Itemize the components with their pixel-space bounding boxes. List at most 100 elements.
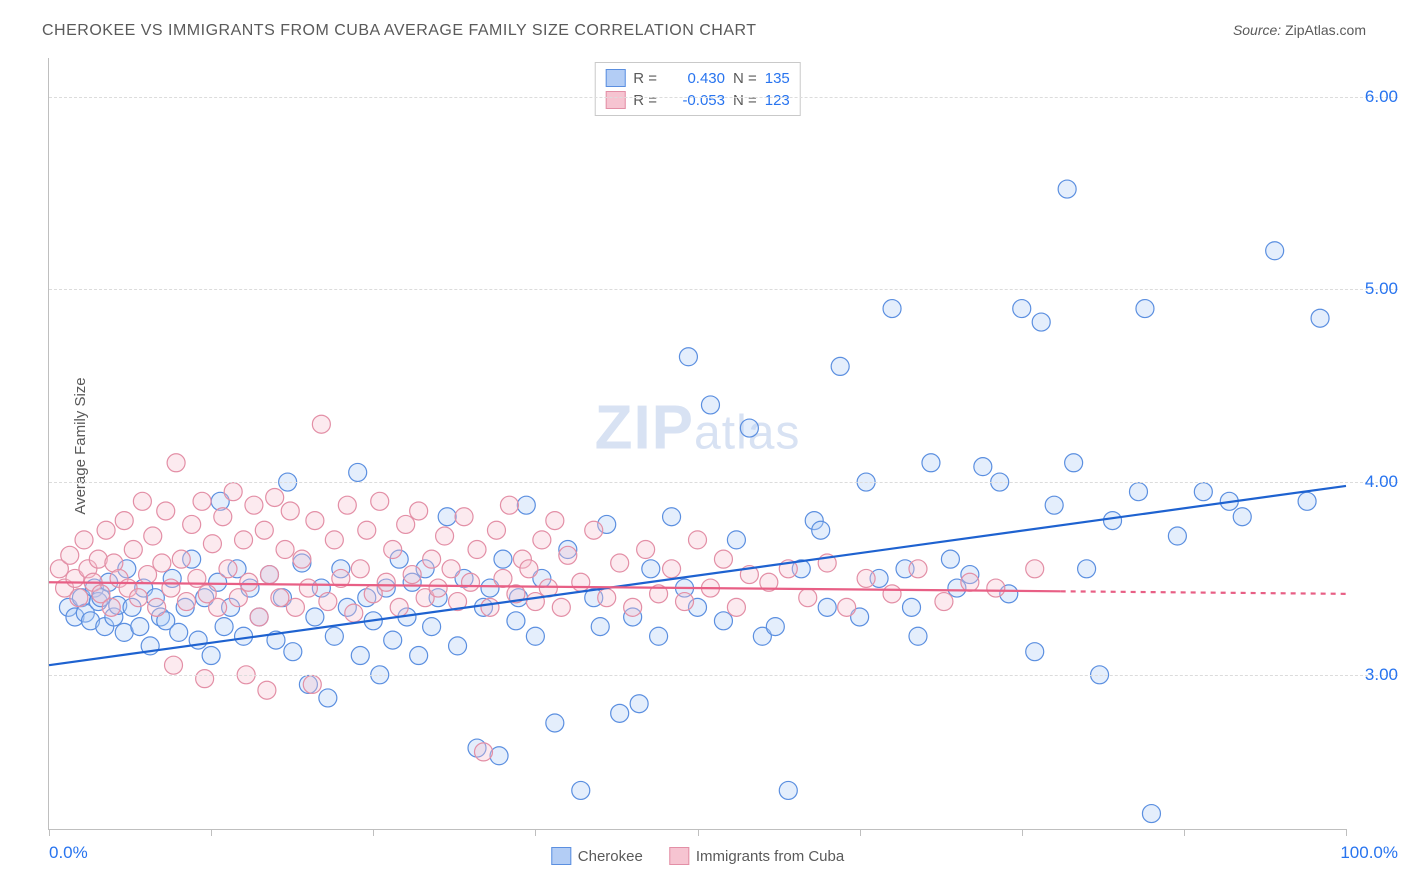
data-point — [299, 579, 317, 597]
data-point — [281, 502, 299, 520]
r-val-0: 0.430 — [665, 70, 725, 87]
source-name: ZipAtlas.com — [1285, 22, 1366, 38]
data-point — [679, 348, 697, 366]
data-point — [167, 454, 185, 472]
gridline-h — [49, 482, 1398, 483]
data-point — [559, 546, 577, 564]
swatch-b0 — [551, 847, 571, 865]
data-point — [676, 593, 694, 611]
n-val-1: 123 — [765, 92, 790, 109]
data-point — [133, 492, 151, 510]
data-point — [701, 396, 719, 414]
data-point — [1045, 496, 1063, 514]
data-point — [240, 573, 258, 591]
legend-item-0: Cherokee — [551, 847, 643, 865]
data-point — [338, 496, 356, 514]
data-point — [260, 566, 278, 584]
data-point — [1266, 242, 1284, 260]
data-point — [714, 550, 732, 568]
source-label: Source: ZipAtlas.com — [1233, 22, 1366, 38]
data-point — [325, 627, 343, 645]
data-point — [941, 550, 959, 568]
data-point — [215, 618, 233, 636]
data-point — [97, 521, 115, 539]
data-point — [779, 781, 797, 799]
plot-area: ZIPatlas R = 0.430 N = 135 R = -0.053 N … — [48, 58, 1346, 830]
data-point — [533, 531, 551, 549]
data-point — [481, 598, 499, 616]
data-point — [177, 593, 195, 611]
data-point — [987, 579, 1005, 597]
data-point — [144, 527, 162, 545]
ytick-label: 3.00 — [1365, 665, 1398, 685]
data-point — [1104, 512, 1122, 530]
data-point — [903, 598, 921, 616]
data-point — [102, 598, 120, 616]
legend-label-1: Immigrants from Cuba — [696, 848, 844, 865]
data-point — [727, 598, 745, 616]
data-point — [349, 463, 367, 481]
data-point — [909, 560, 927, 578]
data-point — [520, 560, 538, 578]
data-point — [468, 541, 486, 559]
data-point — [319, 689, 337, 707]
data-point — [591, 618, 609, 636]
data-point — [423, 618, 441, 636]
data-point — [714, 612, 732, 630]
data-point — [1026, 560, 1044, 578]
data-point — [909, 627, 927, 645]
data-point — [552, 598, 570, 616]
data-point — [429, 579, 447, 597]
data-point — [1194, 483, 1212, 501]
n-label-1: N = — [733, 92, 757, 109]
legend-item-1: Immigrants from Cuba — [669, 847, 844, 865]
data-point — [1013, 300, 1031, 318]
data-point — [740, 419, 758, 437]
data-point — [371, 492, 389, 510]
x-label-left: 0.0% — [49, 843, 88, 863]
data-point — [546, 512, 564, 530]
data-point — [727, 531, 745, 549]
data-point — [303, 675, 321, 693]
data-point — [148, 598, 166, 616]
data-point — [358, 521, 376, 539]
data-point — [438, 508, 456, 526]
data-point — [193, 492, 211, 510]
x-label-right: 100.0% — [1340, 843, 1398, 863]
xtick — [698, 829, 699, 836]
n-val-0: 135 — [765, 70, 790, 87]
series-legend: Cherokee Immigrants from Cuba — [551, 847, 844, 865]
data-point — [487, 521, 505, 539]
xtick — [1184, 829, 1185, 836]
data-point — [219, 560, 237, 578]
xtick — [535, 829, 536, 836]
data-point — [286, 598, 304, 616]
data-point — [61, 546, 79, 564]
n-label-0: N = — [733, 70, 757, 87]
data-point — [124, 541, 142, 559]
r-label-0: R = — [633, 70, 657, 87]
data-point — [75, 531, 93, 549]
gridline-h — [49, 289, 1398, 290]
data-point — [831, 357, 849, 375]
data-point — [507, 612, 525, 630]
data-point — [203, 535, 221, 553]
gridline-h — [49, 675, 1398, 676]
data-point — [526, 627, 544, 645]
legend-label-0: Cherokee — [578, 848, 643, 865]
gridline-h — [49, 97, 1398, 98]
data-point — [624, 598, 642, 616]
data-point — [410, 647, 428, 665]
data-point — [70, 589, 88, 607]
xtick — [211, 829, 212, 836]
chart-title: CHEROKEE VS IMMIGRANTS FROM CUBA AVERAGE… — [42, 22, 757, 40]
data-point — [857, 569, 875, 587]
data-point — [196, 670, 214, 688]
data-point — [172, 550, 190, 568]
data-point — [818, 598, 836, 616]
data-point — [689, 531, 707, 549]
data-point — [377, 573, 395, 591]
r-val-1: -0.053 — [665, 92, 725, 109]
data-point — [1311, 309, 1329, 327]
data-point — [293, 550, 311, 568]
